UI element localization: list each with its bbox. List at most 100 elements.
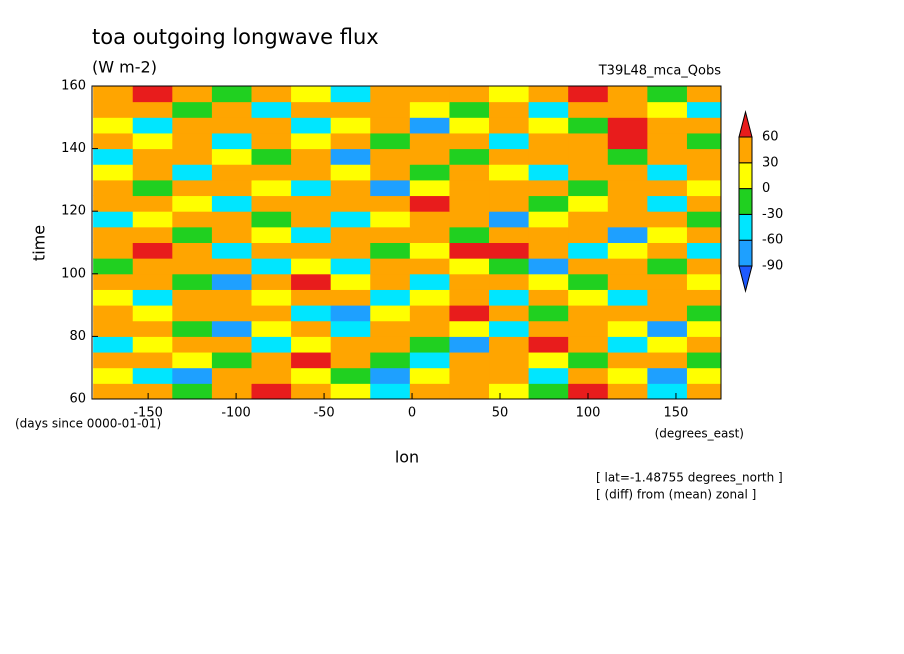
y-unit-label: (days since 0000-01-01) (15, 417, 161, 431)
cell (132, 148, 173, 165)
cell (93, 86, 134, 103)
cell (291, 383, 332, 400)
cell (409, 289, 450, 306)
cell (449, 383, 490, 400)
cell (686, 226, 722, 243)
cell (568, 86, 609, 103)
cell (528, 148, 569, 165)
cell (330, 352, 371, 369)
cell (647, 132, 688, 150)
cell (132, 383, 173, 400)
cell (132, 117, 173, 134)
cell (93, 179, 134, 197)
cell (172, 258, 213, 275)
cell (647, 242, 688, 259)
x-tick-label: 150 (664, 406, 689, 421)
cell (172, 211, 213, 228)
cell (172, 148, 213, 165)
cell (528, 117, 569, 134)
cell (489, 132, 530, 150)
cell (568, 352, 609, 369)
cell (686, 132, 722, 150)
cell (607, 86, 648, 103)
cell (409, 179, 450, 197)
plot-frame (91, 85, 722, 400)
cell (528, 86, 569, 103)
cell (409, 226, 450, 243)
cell (93, 352, 134, 369)
colorbar-arrow (738, 265, 753, 293)
cell (251, 258, 292, 275)
cell (409, 164, 450, 181)
cell (647, 383, 688, 400)
colorbar-segment (738, 188, 753, 215)
cell (409, 132, 450, 150)
cell (132, 273, 173, 290)
cell (607, 320, 648, 337)
cell (686, 320, 722, 337)
cell (568, 195, 609, 212)
cell (449, 101, 490, 118)
cell (409, 352, 450, 369)
cell (686, 305, 722, 322)
cell (568, 101, 609, 118)
cell (211, 320, 252, 337)
cell (93, 336, 134, 353)
cell (291, 352, 332, 369)
cell (647, 320, 688, 337)
cell (607, 289, 648, 306)
cell (607, 273, 648, 290)
cell (489, 179, 530, 197)
y-tick-label: 100 (61, 266, 86, 281)
cell (370, 242, 411, 259)
cell (686, 336, 722, 353)
cell (93, 226, 134, 243)
cell (211, 211, 252, 228)
cell (172, 164, 213, 181)
cell (132, 336, 173, 353)
cell (686, 289, 722, 306)
cell (686, 383, 722, 400)
cell (172, 226, 213, 243)
cell (607, 305, 648, 322)
cell (489, 352, 530, 369)
cell (409, 383, 450, 400)
cell (291, 289, 332, 306)
cell (93, 289, 134, 306)
cell (686, 164, 722, 181)
cell (93, 101, 134, 118)
cell (607, 117, 648, 134)
cell (409, 367, 450, 384)
cell (251, 179, 292, 197)
cell (172, 289, 213, 306)
colorbar-label: -90 (762, 259, 783, 274)
cell (211, 226, 252, 243)
cell (291, 258, 332, 275)
cell (172, 352, 213, 369)
cell (172, 101, 213, 118)
cell (93, 305, 134, 322)
cell (568, 226, 609, 243)
cell (291, 101, 332, 118)
colorbar-label: -60 (762, 233, 783, 248)
cell (330, 148, 371, 165)
cell (330, 289, 371, 306)
colorbar-segment (738, 213, 753, 241)
cell (528, 258, 569, 275)
cell (172, 132, 213, 150)
x-tick-label: -50 (313, 406, 334, 421)
chart-subtitle: (W m-2) (92, 58, 157, 77)
cell (132, 164, 173, 181)
cell (291, 226, 332, 243)
cell (647, 148, 688, 165)
cell (251, 305, 292, 322)
cell (172, 86, 213, 103)
cell (211, 383, 252, 400)
cell (172, 179, 213, 197)
cell (251, 242, 292, 259)
cell (607, 242, 648, 259)
cell (647, 179, 688, 197)
cell (568, 273, 609, 290)
cell (489, 211, 530, 228)
cell (449, 132, 490, 150)
